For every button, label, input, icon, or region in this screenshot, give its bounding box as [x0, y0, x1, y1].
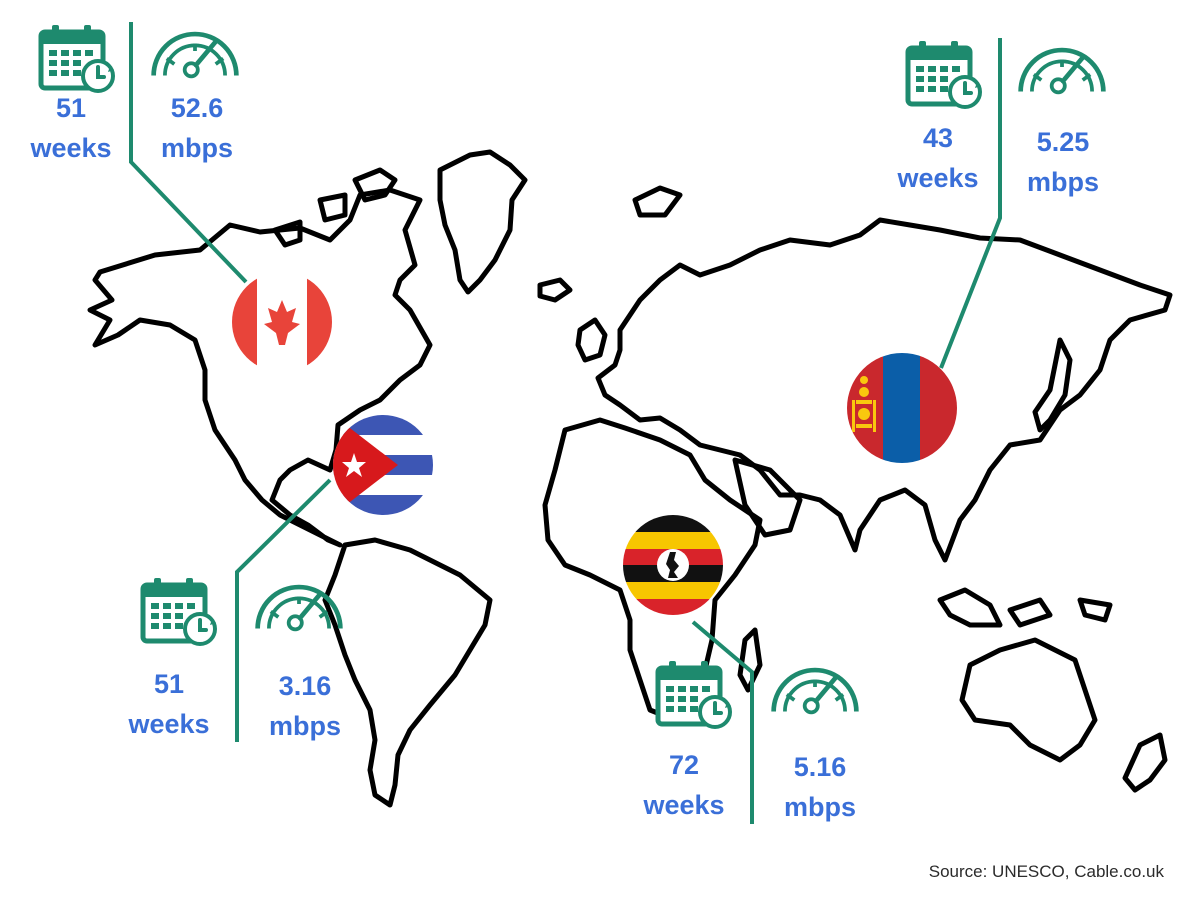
weeks-unit: weeks [128, 709, 210, 739]
calendar-clock-icon [658, 661, 731, 727]
connector-canada [129, 22, 248, 284]
uganda-weeks: 72 weeks [619, 745, 749, 825]
canada-flag [232, 272, 332, 372]
weeks-unit: weeks [30, 133, 112, 163]
north-america [87, 187, 433, 548]
south-america [322, 537, 493, 808]
speed-unit: mbps [1026, 167, 1099, 197]
speedometer-icon [154, 34, 237, 76]
canada-weeks: 51 weeks [6, 88, 136, 168]
calendar-clock-icon [143, 578, 216, 644]
speed-unit: mbps [268, 711, 341, 741]
canada-speed: 52.6 mbps [132, 88, 262, 168]
cuba-speed: 3.16 mbps [240, 666, 370, 746]
connector-cuba [235, 478, 332, 742]
weeks-value: 51 [153, 669, 185, 699]
connector-lines [129, 22, 1002, 824]
connector-uganda [691, 620, 754, 824]
calendar-clock-icon [908, 41, 981, 107]
cuba-flag [333, 415, 433, 515]
weeks-value: 51 [55, 93, 87, 123]
weeks-unit: weeks [897, 163, 979, 193]
weeks-value: 72 [668, 750, 700, 780]
uganda-flag [623, 515, 723, 615]
cuba-weeks: 51 weeks [104, 664, 234, 744]
speedometer-icon [774, 670, 857, 712]
weeks-unit: weeks [643, 790, 725, 820]
eurasia [595, 217, 1173, 563]
calendar-clock-icon [41, 25, 114, 91]
new-zealand [1122, 732, 1168, 793]
speed-unit: mbps [783, 792, 856, 822]
arabia [732, 457, 803, 538]
mongolia-weeks: 43 weeks [873, 118, 1003, 198]
indonesia [937, 587, 1113, 628]
japan [1032, 337, 1073, 433]
british-isles [575, 317, 608, 363]
source-note: Source: UNESCO, Cable.co.uk [928, 862, 1164, 881]
arctic-islands [272, 167, 398, 248]
speed-unit: mbps [160, 133, 233, 163]
iceland [537, 277, 573, 303]
greenland [437, 149, 528, 295]
weeks-value: 43 [922, 123, 954, 153]
speed-value: 52.6 [170, 93, 224, 123]
connector-mongolia [939, 38, 1002, 369]
svalbard [632, 185, 683, 218]
speed-value: 5.25 [1036, 127, 1090, 157]
mongolia-speed: 5.25 mbps [998, 122, 1128, 202]
speedometer-icon [1021, 50, 1104, 92]
uganda-speed: 5.16 mbps [755, 747, 885, 827]
speed-value: 3.16 [278, 671, 332, 701]
australia [959, 637, 1098, 763]
continents [87, 149, 1173, 808]
mongolia-flag [847, 353, 957, 463]
speed-value: 5.16 [793, 752, 847, 782]
